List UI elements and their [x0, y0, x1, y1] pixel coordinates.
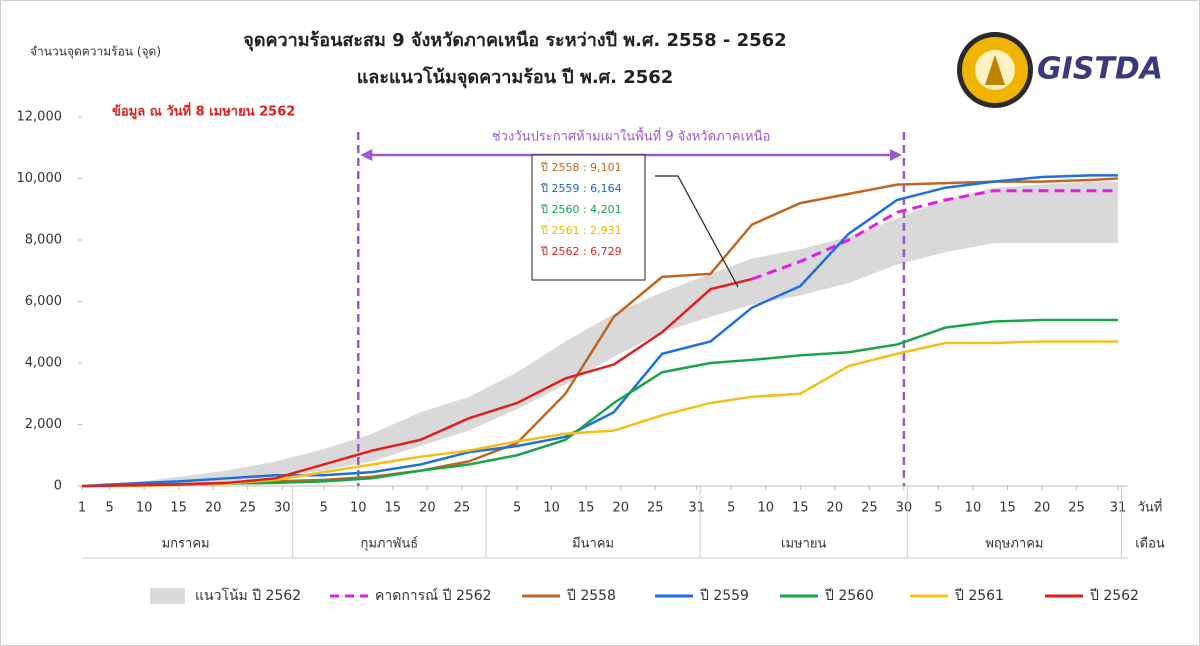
x-tick-label: 5	[513, 501, 521, 516]
x-tick-label: 10	[757, 501, 774, 516]
series-line	[81, 318, 1118, 488]
legend-swatch	[150, 588, 185, 604]
x-tick-label: 20	[612, 501, 629, 516]
x-tick-label: 30	[274, 501, 291, 516]
x-tick-label: 15	[999, 501, 1016, 516]
legend-label: ปี 2560	[825, 588, 874, 604]
month-label: กุมภาพันธ์	[360, 536, 418, 552]
y-tick-label: 12,000	[17, 110, 63, 125]
legend-label: ปี 2559	[700, 588, 749, 604]
legend-label: แนวโน้ม ปี 2562	[195, 587, 301, 604]
x-tick-label: 20	[205, 501, 222, 516]
annotation-box	[531, 154, 646, 281]
x-tick-label: 10	[136, 501, 153, 516]
series-line	[81, 277, 753, 488]
x-tick-label: 5	[105, 501, 113, 516]
x-tick-label: 15	[792, 501, 809, 516]
x-tick-label: 10	[350, 501, 367, 516]
x-tick-label: 20	[419, 501, 436, 516]
x-tick-label: 15	[385, 501, 402, 516]
y-tick-label: 0	[54, 479, 62, 494]
x-tick-label: 25	[454, 501, 471, 516]
x-tick-label: 10	[965, 501, 982, 516]
annotation-text: ปี 2558 : 9,101	[540, 161, 622, 174]
x-tick-label: 31	[1110, 501, 1127, 516]
annotation-text: ปี 2559 : 6,164	[540, 182, 622, 195]
y-tick-label: 6,000	[25, 294, 62, 309]
x-tick-label: 5	[934, 501, 942, 516]
x-tick-label: 5	[320, 501, 328, 516]
note: ข้อมูล ณ วันที่ 8 เมษายน 2562	[112, 102, 295, 120]
legend-label: ปี 2561	[955, 588, 1004, 604]
x-tick-label: 25	[1068, 501, 1085, 516]
month-label: เมษายน	[781, 537, 826, 552]
x-tick-label: 15	[578, 501, 595, 516]
chart-title: จุดความร้อนสะสม 9 จังหวัดภาคเหนือ ระหว่า…	[243, 30, 786, 52]
y-tick-label: 8,000	[25, 233, 62, 248]
y-tick-label: 10,000	[17, 171, 63, 186]
annotation-text: ปี 2560 : 4,201	[540, 203, 622, 216]
x-tick-label: 1	[78, 501, 86, 516]
chart-subtitle: และแนวโน้มจุดความร้อน ปี พ.ศ. 2562	[357, 66, 674, 89]
month-label: มีนาคม	[572, 536, 614, 552]
annotation-pointer	[655, 175, 739, 288]
x-tick-label: 31	[688, 501, 705, 516]
x-tick-label: 25	[647, 501, 664, 516]
x-tick-label: 15	[170, 501, 187, 516]
legend-label: ปี 2558	[567, 588, 616, 604]
banner-label: ช่วงวันประกาศห้ามเผาในพื้นที่ 9 จังหวัดภ…	[492, 127, 770, 145]
logo-emblem	[957, 32, 1033, 108]
annotation-text: ปี 2562 : 6,729	[540, 245, 622, 258]
month-axis-label: เดือน	[1135, 536, 1165, 552]
trend-band	[82, 181, 1118, 486]
annotation-text: ปี 2561 : 2,931	[540, 224, 622, 237]
y-tick-label: 2,000	[25, 417, 62, 432]
legend-label: คาดการณ์ ปี 2562	[375, 587, 492, 604]
series-line	[751, 189, 1118, 281]
x-tick-label: 25	[239, 501, 256, 516]
series-line	[81, 174, 1118, 488]
x-tick-label: 10	[543, 501, 560, 516]
x-tick-label: 25	[861, 501, 878, 516]
x-tick-label: 30	[896, 501, 913, 516]
y-axis-label: จำนวนจุดความร้อน (จุด)	[30, 45, 161, 60]
x-axis-label: วันที่	[1138, 499, 1163, 516]
month-label: มกราคม	[162, 537, 210, 552]
month-label: พฤษภาคม	[985, 537, 1043, 552]
x-tick-label: 20	[827, 501, 844, 516]
y-tick-label: 4,000	[25, 356, 62, 371]
x-tick-label: 20	[1034, 501, 1051, 516]
logo-text: GISTDA	[1037, 52, 1163, 87]
x-tick-label: 5	[727, 501, 735, 516]
legend-label: ปี 2562	[1090, 588, 1139, 604]
